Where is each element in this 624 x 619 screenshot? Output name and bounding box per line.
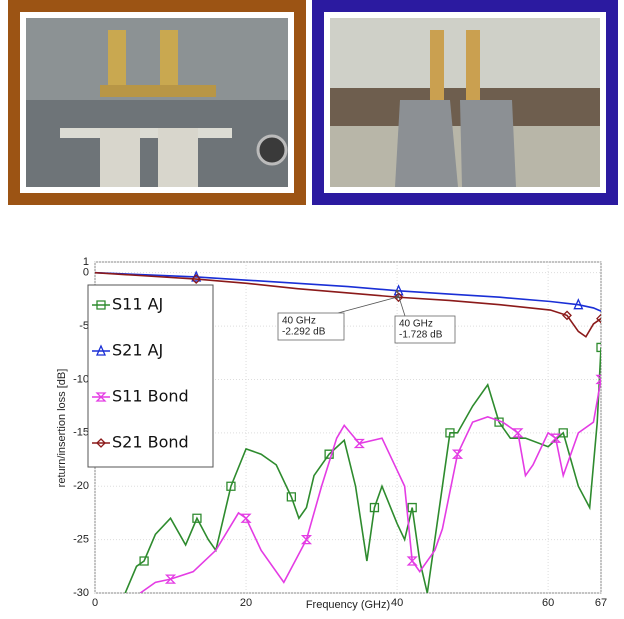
- page: {"chart_data": {"type": "line", "xlabel"…: [0, 0, 624, 614]
- x-tick-label: 0: [92, 597, 98, 609]
- figure: Frequency (GHz) return/insertion loss [d…: [0, 0, 624, 614]
- legend-label: S11 Bond: [112, 387, 189, 406]
- y-tick-label: -10: [73, 373, 89, 385]
- annotation-text: -2.292 dB: [282, 327, 326, 338]
- y-tick-label: -25: [73, 534, 89, 546]
- annotation-text: 40 GHz: [282, 316, 316, 327]
- x-tick-label: 60: [542, 597, 554, 609]
- y-tick-label: 1: [83, 256, 89, 268]
- legend-label: S21 AJ: [112, 341, 163, 360]
- annotation-leader: [338, 297, 397, 313]
- x-tick-label: 40: [391, 597, 403, 609]
- marker: [242, 514, 250, 522]
- y-axis-label: return/insertion loss [dB]: [56, 369, 68, 488]
- annotation-text: -1.728 dB: [399, 330, 443, 341]
- y-tick-label: -20: [73, 480, 89, 492]
- legend-label: S11 AJ: [112, 295, 163, 314]
- annotation-point: [396, 290, 399, 293]
- x-axis-label: Frequency (GHz): [306, 599, 390, 611]
- y-tick-label: -30: [73, 587, 89, 599]
- photo-wirebond: [8, 0, 306, 205]
- annotation-text: 40 GHz: [399, 319, 433, 330]
- legend-label: S21 Bond: [112, 433, 189, 452]
- y-tick-label: 0: [83, 267, 89, 279]
- x-tick-label: 67: [595, 597, 607, 609]
- x-tick-label: 20: [240, 597, 252, 609]
- y-tick-label: -15: [73, 427, 89, 439]
- photo-aerosol-jet: [312, 0, 618, 205]
- annotation-point: [396, 296, 399, 299]
